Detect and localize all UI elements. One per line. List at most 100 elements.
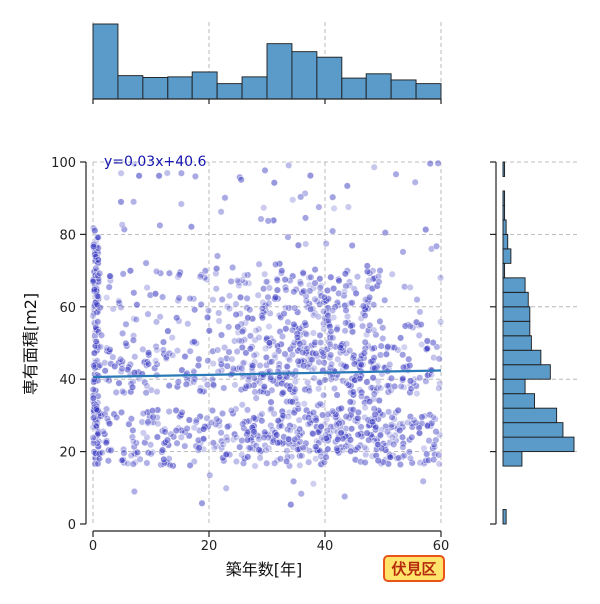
scatter-point [130,487,138,496]
scatter-point [129,460,137,468]
scatter-point [384,343,392,351]
scatter-point [118,387,127,396]
scatter-point [215,309,223,317]
scatter-point [425,437,433,445]
scatter-point [386,360,394,369]
scatter-point [299,269,307,278]
scatter-point [321,376,329,384]
scatter-point [309,480,318,488]
scatter-point [361,338,369,346]
scatter-point [291,304,299,312]
scatter-point [165,382,173,390]
scatter-point [186,347,194,355]
scatter-point [364,416,372,424]
scatter-point [130,369,139,377]
scatter-point [109,305,117,313]
x-tick-label: 20 [201,539,218,554]
scatter-point [363,262,371,270]
scatter-point [435,384,443,392]
scatter-point [242,349,250,357]
hist-bar-x [365,73,392,100]
scatter-point [94,256,102,264]
scatter-point [263,334,271,343]
regression-line [92,369,442,379]
scatter-point [316,400,324,408]
scatter-point [320,391,328,399]
scatter-point [267,373,275,382]
scatter-point [101,359,109,367]
scatter-point [419,477,427,485]
hist-bar-y [502,248,512,264]
scatter-point [346,347,354,355]
scatter-point [144,349,153,357]
scatter-point [312,443,320,451]
scatter-point [281,350,289,358]
hist-bar-x [167,76,193,100]
scatter-point [375,278,383,286]
scatter-point [98,448,106,457]
hist-bar-y [502,219,507,235]
scatter-point [399,351,407,359]
scatter-point [417,320,425,329]
scatter-point [324,295,333,303]
scatter-point [232,433,241,442]
scatter-point [361,311,369,320]
scatter-point [153,346,161,354]
scatter-point [304,414,313,422]
scatter-point [422,345,431,353]
scatter-point [169,351,177,359]
scatter-point [235,337,243,345]
hist-bar-y [502,436,575,453]
hist-bar-y [502,349,542,366]
scatter-point [232,311,240,319]
scatter-point [225,292,234,300]
scatter-point [257,215,265,223]
scatter-point [143,459,151,467]
scatter-point [209,296,217,304]
scatter-point [399,374,407,383]
scatter-point [283,457,291,466]
scatter-point [406,283,414,292]
scatter-point [152,357,160,365]
scatter-point [362,451,370,459]
scatter-point [118,329,127,338]
scatter-point [294,400,302,409]
scatter-point [158,446,167,454]
y-tick-label: 80 [59,228,76,243]
scatter-point [153,388,161,396]
scatter-point [206,471,214,479]
scatter-point [241,384,249,392]
scatter-points [89,159,445,509]
scatter-point [200,375,208,383]
scatter-point [167,430,175,438]
hist-bar-y [502,262,506,279]
scatter-point [405,355,413,363]
hist-bar-x [117,75,144,100]
scatter-point [311,295,319,303]
hist-bar-y [502,509,507,525]
scatter-point [144,310,152,318]
scatter-point [360,349,368,357]
scatter-point [90,439,98,447]
y-tick-label: 60 [59,301,76,316]
scatter-point [241,279,249,287]
scatter-point [130,289,138,297]
scatter-point [153,433,161,441]
scatter-point [265,339,274,347]
scatter-point [317,423,325,431]
scatter-point [238,364,246,372]
scatter-point [91,271,99,280]
scatter-point [364,296,373,304]
scatter-point [271,459,279,467]
scatter-point [129,426,137,435]
scatter-point [290,288,298,296]
scatter-point [309,329,318,337]
scatter-point [213,265,221,273]
scatter-point [89,278,97,286]
scatter-point [204,313,212,322]
scatter-point [239,420,247,428]
scatter-point [415,331,423,340]
scatter-point [245,417,253,425]
scatter-point [115,297,123,305]
scatter-point [143,284,151,292]
